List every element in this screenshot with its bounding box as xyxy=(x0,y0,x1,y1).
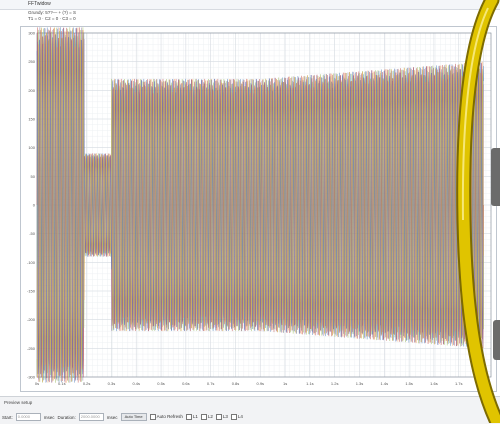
channel-l1-option[interactable]: L1 xyxy=(185,414,198,420)
status-bar: Preview setup Start: 0.0000 msec Duratio… xyxy=(0,396,500,424)
x-tick-label: 1.7s xyxy=(455,381,463,386)
auto-refresh-option[interactable]: Auto Refresh xyxy=(149,414,183,420)
y-tick-label: 200 xyxy=(28,88,35,93)
auto-refresh-checkbox[interactable] xyxy=(149,414,156,420)
y-tick-label: -50 xyxy=(29,231,36,236)
y-tick-label: -150 xyxy=(27,289,36,294)
y-tick-label: 0 xyxy=(33,203,36,208)
x-tick-label: 1.6s xyxy=(430,381,438,386)
start-unit: msec xyxy=(43,414,55,420)
duration-label: Duration: xyxy=(57,414,76,420)
duration-input[interactable]: 2000.0000 xyxy=(78,413,104,421)
x-tick-label: 0.4s xyxy=(132,381,140,386)
info-panel: Grundy: 5??— + (?) = S T1 = 0 · C2 = 0 ·… xyxy=(28,10,76,22)
y-tick-label: 150 xyxy=(28,117,35,122)
channel-l4-checkbox[interactable] xyxy=(230,414,237,420)
info-line-2: T1 = 0 · C2 = 0 · C3 = 0 xyxy=(28,16,76,21)
window-title: FFTwidow xyxy=(28,1,51,7)
channel-l2-checkbox[interactable] xyxy=(200,414,207,420)
y-tick-label: -200 xyxy=(27,317,36,322)
x-tick-label: 1.4s xyxy=(381,381,389,386)
x-tick-label: 0s xyxy=(35,381,39,386)
x-tick-label: 0.6s xyxy=(182,381,190,386)
plot-area[interactable]: 300 250 200 150 100 50 0 -50 -100 -150 -200 -250 -30… xyxy=(20,26,497,392)
channel-l4-option[interactable]: L4 xyxy=(230,414,243,420)
preview-setup-label: Preview setup xyxy=(4,400,33,405)
x-tick-label: 0.8s xyxy=(232,381,240,386)
waveform-series-5 xyxy=(36,27,484,383)
y-tick-label: 100 xyxy=(28,145,35,150)
y-tick-label: 250 xyxy=(28,59,35,64)
channel-l1-checkbox[interactable] xyxy=(185,414,192,420)
channel-l3-checkbox[interactable] xyxy=(215,414,222,420)
x-tick-label: 1s xyxy=(283,381,287,386)
x-tick-label: 1.1s xyxy=(306,381,314,386)
y-tick-label: -250 xyxy=(27,346,36,351)
waveform-plot[interactable]: 300 250 200 150 100 50 0 -50 -100 -150 -200 -250 -30… xyxy=(21,27,496,391)
title-bar: FFTwidow xyxy=(0,0,500,10)
x-tick-label: 1.8s xyxy=(480,381,488,386)
waveform-series-4 xyxy=(36,27,484,383)
y-tick-label: -300 xyxy=(27,375,36,380)
x-tick-label: 0.7s xyxy=(207,381,215,386)
x-tick-label: 0.5s xyxy=(157,381,165,386)
x-tick-label: 1.3s xyxy=(356,381,364,386)
x-tick-label: 0.1s xyxy=(58,381,66,386)
x-tick-label: 0.9s xyxy=(256,381,264,386)
auto-time-button[interactable]: Auto Time xyxy=(120,413,147,421)
y-tick-label: 300 xyxy=(28,31,35,36)
y-tick-label: -100 xyxy=(27,260,36,265)
y-tick-label: 50 xyxy=(31,174,36,179)
channel-l2-option[interactable]: L2 xyxy=(200,414,213,420)
start-label: Start: xyxy=(2,414,13,420)
x-tick-label: 1.5s xyxy=(405,381,413,386)
start-input[interactable]: 0.0000 xyxy=(15,413,41,421)
x-tick-label: 1.2s xyxy=(331,381,339,386)
channel-l3-option[interactable]: L3 xyxy=(215,414,228,420)
duration-unit: msec xyxy=(106,414,118,420)
x-tick-label: 0.2s xyxy=(83,381,91,386)
x-tick-label: 0.3s xyxy=(108,381,116,386)
info-line-1: Grundy: 5??— + (?) = S xyxy=(28,10,77,15)
